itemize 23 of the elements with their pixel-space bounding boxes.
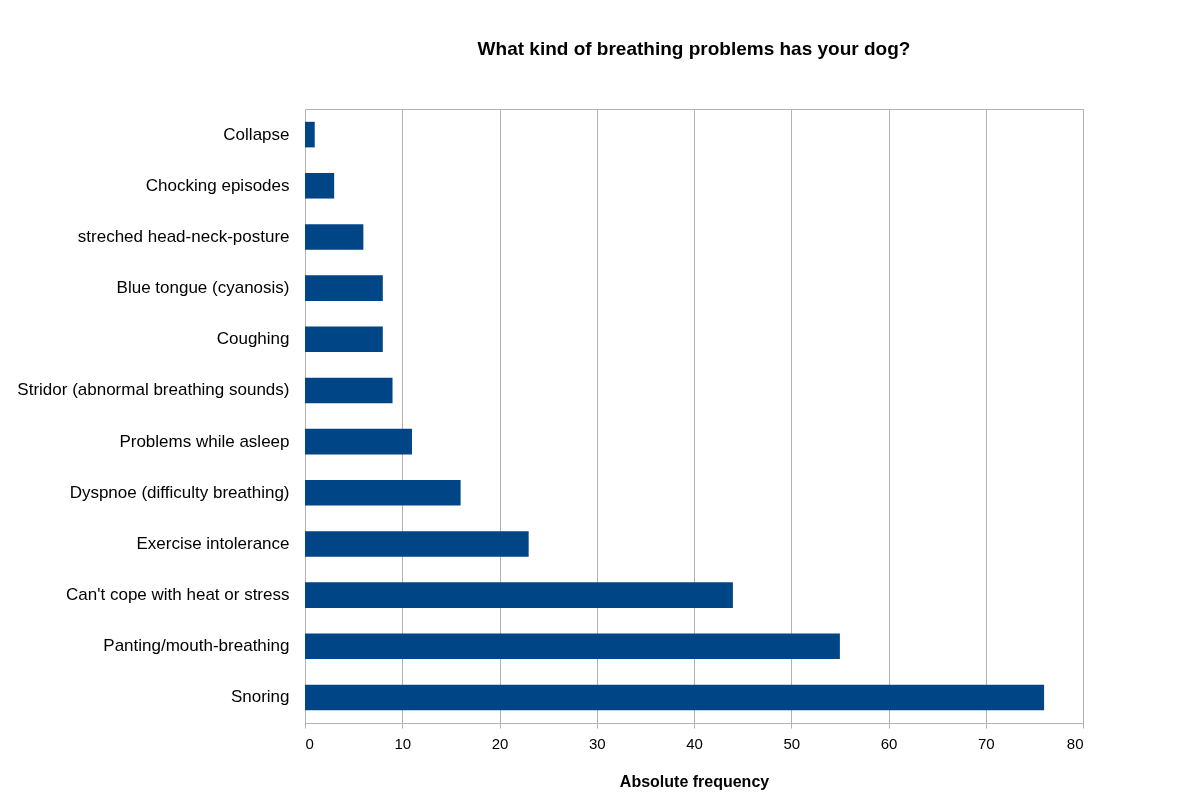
chart-title: What kind of breathing problems has your dog?	[477, 38, 911, 59]
y-tick-label: Dyspnoe (difficulty breathing)	[69, 482, 290, 502]
y-tick-label: Stridor (abnormal breathing sounds)	[17, 380, 290, 400]
y-tick-label: Can't cope with heat or stress	[66, 585, 290, 605]
y-tick-label: Panting/mouth-breathing	[103, 636, 290, 656]
x-tick-label: 70	[977, 734, 995, 752]
y-tick-label: Snoring	[230, 687, 290, 707]
x-tick-label: 20	[491, 734, 509, 752]
x-tick-label: 80	[1066, 734, 1084, 752]
x-tick-label: 40	[686, 734, 703, 752]
x-tick-label: 30	[588, 734, 606, 752]
x-tick-label: 0	[305, 734, 314, 752]
y-tick-label: Coughing	[216, 329, 290, 349]
y-tick-label: Exercise intolerance	[136, 533, 290, 553]
y-tick-label: Chocking episodes	[145, 175, 290, 195]
x-tick-label: 60	[880, 734, 898, 752]
x-axis-title: Absolute frequency	[619, 772, 770, 790]
x-tick-label: 50	[783, 734, 801, 752]
x-tick-label: 10	[394, 734, 412, 752]
y-tick-label: Problems while asleep	[119, 431, 290, 451]
y-tick-label: streched head-neck-posture	[77, 226, 290, 246]
y-tick-label: Blue tongue (cyanosis)	[116, 278, 290, 298]
y-tick-label: Collapse	[223, 124, 290, 144]
